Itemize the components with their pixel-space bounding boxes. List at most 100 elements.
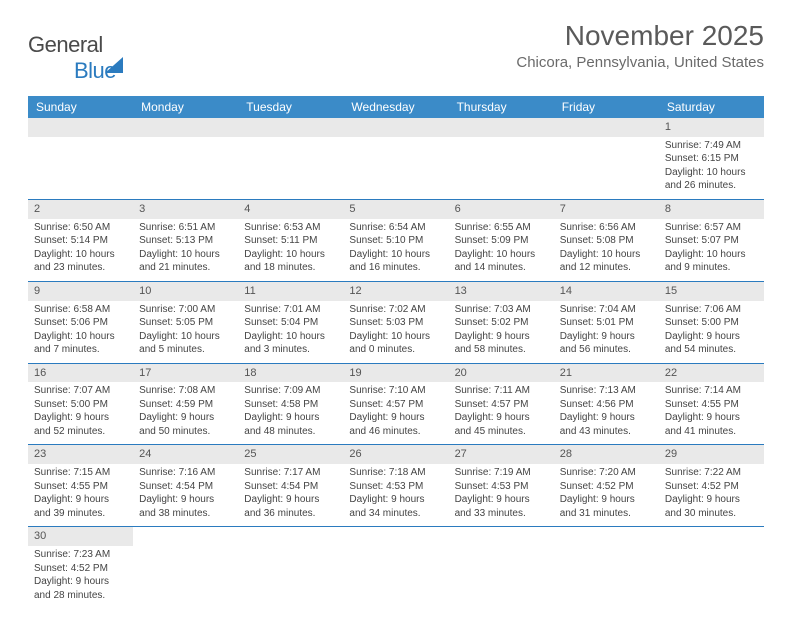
daylight-line: Daylight: 10 hours and 7 minutes. xyxy=(34,330,127,357)
day-detail: Sunrise: 7:18 AMSunset: 4:53 PMDaylight:… xyxy=(343,464,448,527)
day-number: 25 xyxy=(238,445,343,464)
day-detail: Sunrise: 6:58 AMSunset: 5:06 PMDaylight:… xyxy=(28,301,133,364)
sunset-line: Sunset: 4:52 PM xyxy=(665,480,758,494)
day-detail xyxy=(659,546,764,608)
daylight-line: Daylight: 10 hours and 0 minutes. xyxy=(349,330,442,357)
day-number: 3 xyxy=(133,199,238,218)
day-detail xyxy=(343,137,448,200)
daylight-line: Daylight: 10 hours and 23 minutes. xyxy=(34,248,127,275)
daylight-line: Daylight: 9 hours and 30 minutes. xyxy=(665,493,758,520)
daylight-line: Daylight: 9 hours and 58 minutes. xyxy=(455,330,548,357)
day-detail xyxy=(133,137,238,200)
day-number xyxy=(449,118,554,137)
daylight-line: Daylight: 9 hours and 54 minutes. xyxy=(665,330,758,357)
day-number: 14 xyxy=(554,281,659,300)
sunset-line: Sunset: 5:05 PM xyxy=(139,316,232,330)
day-number: 4 xyxy=(238,199,343,218)
day-detail: Sunrise: 7:14 AMSunset: 4:55 PMDaylight:… xyxy=(659,382,764,445)
day-detail: Sunrise: 7:13 AMSunset: 4:56 PMDaylight:… xyxy=(554,382,659,445)
weekday-header: Thursday xyxy=(449,96,554,118)
day-number: 24 xyxy=(133,445,238,464)
calendar-head: SundayMondayTuesdayWednesdayThursdayFrid… xyxy=(28,96,764,118)
day-detail: Sunrise: 7:04 AMSunset: 5:01 PMDaylight:… xyxy=(554,301,659,364)
day-detail: Sunrise: 7:23 AMSunset: 4:52 PMDaylight:… xyxy=(28,546,133,608)
daynum-row: 9101112131415 xyxy=(28,281,764,300)
day-number xyxy=(133,527,238,546)
day-detail: Sunrise: 7:20 AMSunset: 4:52 PMDaylight:… xyxy=(554,464,659,527)
detail-row: Sunrise: 7:07 AMSunset: 5:00 PMDaylight:… xyxy=(28,382,764,445)
day-number: 21 xyxy=(554,363,659,382)
day-number: 1 xyxy=(659,118,764,137)
day-number xyxy=(659,527,764,546)
sunrise-line: Sunrise: 7:00 AM xyxy=(139,303,232,317)
detail-row: Sunrise: 6:50 AMSunset: 5:14 PMDaylight:… xyxy=(28,219,764,282)
logo-suffix: Blue xyxy=(74,58,116,83)
day-detail: Sunrise: 6:55 AMSunset: 5:09 PMDaylight:… xyxy=(449,219,554,282)
day-number xyxy=(343,527,448,546)
sunset-line: Sunset: 4:56 PM xyxy=(560,398,653,412)
sunrise-line: Sunrise: 7:07 AM xyxy=(34,384,127,398)
title-block: November 2025 Chicora, Pennsylvania, Uni… xyxy=(516,20,764,71)
sunset-line: Sunset: 5:08 PM xyxy=(560,234,653,248)
daylight-line: Daylight: 10 hours and 14 minutes. xyxy=(455,248,548,275)
day-detail: Sunrise: 7:10 AMSunset: 4:57 PMDaylight:… xyxy=(343,382,448,445)
day-detail xyxy=(238,546,343,608)
day-number: 22 xyxy=(659,363,764,382)
daylight-line: Daylight: 9 hours and 43 minutes. xyxy=(560,411,653,438)
day-detail: Sunrise: 7:11 AMSunset: 4:57 PMDaylight:… xyxy=(449,382,554,445)
day-number: 18 xyxy=(238,363,343,382)
sunset-line: Sunset: 4:55 PM xyxy=(34,480,127,494)
day-number: 7 xyxy=(554,199,659,218)
day-detail: Sunrise: 6:51 AMSunset: 5:13 PMDaylight:… xyxy=(133,219,238,282)
daylight-line: Daylight: 9 hours and 56 minutes. xyxy=(560,330,653,357)
daylight-line: Daylight: 9 hours and 28 minutes. xyxy=(34,575,127,602)
sunrise-line: Sunrise: 6:57 AM xyxy=(665,221,758,235)
day-number xyxy=(554,118,659,137)
day-number: 12 xyxy=(343,281,448,300)
day-number: 30 xyxy=(28,527,133,546)
day-number: 11 xyxy=(238,281,343,300)
day-number: 9 xyxy=(28,281,133,300)
day-detail xyxy=(449,546,554,608)
day-number: 10 xyxy=(133,281,238,300)
sunrise-line: Sunrise: 7:20 AM xyxy=(560,466,653,480)
daylight-line: Daylight: 9 hours and 36 minutes. xyxy=(244,493,337,520)
day-number: 2 xyxy=(28,199,133,218)
weekday-header: Wednesday xyxy=(343,96,448,118)
day-number: 26 xyxy=(343,445,448,464)
sunrise-line: Sunrise: 7:23 AM xyxy=(34,548,127,562)
sunrise-line: Sunrise: 6:50 AM xyxy=(34,221,127,235)
sunrise-line: Sunrise: 7:14 AM xyxy=(665,384,758,398)
sunrise-line: Sunrise: 6:54 AM xyxy=(349,221,442,235)
calendar-table: SundayMondayTuesdayWednesdayThursdayFrid… xyxy=(28,96,764,608)
calendar-page: General Blue November 2025 Chicora, Penn… xyxy=(0,0,792,628)
sunrise-line: Sunrise: 7:15 AM xyxy=(34,466,127,480)
sunset-line: Sunset: 5:10 PM xyxy=(349,234,442,248)
sunset-line: Sunset: 5:04 PM xyxy=(244,316,337,330)
day-detail: Sunrise: 7:16 AMSunset: 4:54 PMDaylight:… xyxy=(133,464,238,527)
daylight-line: Daylight: 9 hours and 39 minutes. xyxy=(34,493,127,520)
day-number: 27 xyxy=(449,445,554,464)
day-number: 19 xyxy=(343,363,448,382)
day-detail: Sunrise: 6:56 AMSunset: 5:08 PMDaylight:… xyxy=(554,219,659,282)
day-number xyxy=(28,118,133,137)
daylight-line: Daylight: 9 hours and 33 minutes. xyxy=(455,493,548,520)
day-detail xyxy=(343,546,448,608)
sunset-line: Sunset: 6:15 PM xyxy=(665,152,758,166)
sunset-line: Sunset: 4:57 PM xyxy=(349,398,442,412)
daynum-row: 2345678 xyxy=(28,199,764,218)
day-detail xyxy=(554,137,659,200)
sunset-line: Sunset: 4:55 PM xyxy=(665,398,758,412)
daylight-line: Daylight: 9 hours and 48 minutes. xyxy=(244,411,337,438)
sunset-line: Sunset: 4:53 PM xyxy=(455,480,548,494)
daynum-row: 16171819202122 xyxy=(28,363,764,382)
sunrise-line: Sunrise: 7:22 AM xyxy=(665,466,758,480)
day-number: 29 xyxy=(659,445,764,464)
sunrise-line: Sunrise: 7:04 AM xyxy=(560,303,653,317)
weekday-header: Sunday xyxy=(28,96,133,118)
daylight-line: Daylight: 9 hours and 34 minutes. xyxy=(349,493,442,520)
sunset-line: Sunset: 5:13 PM xyxy=(139,234,232,248)
detail-row: Sunrise: 6:58 AMSunset: 5:06 PMDaylight:… xyxy=(28,301,764,364)
sunrise-line: Sunrise: 7:16 AM xyxy=(139,466,232,480)
day-number: 6 xyxy=(449,199,554,218)
